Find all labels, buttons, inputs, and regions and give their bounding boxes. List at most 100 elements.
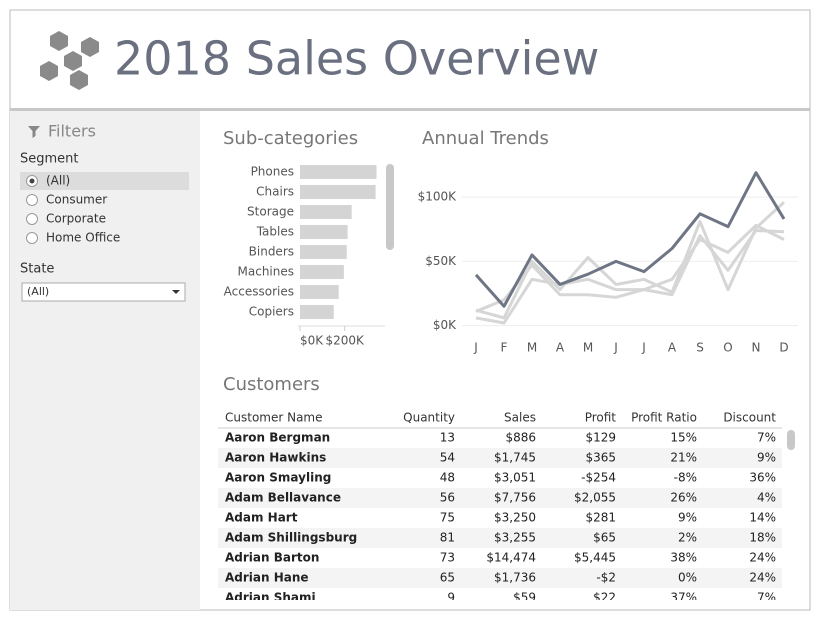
customer-name: Aaron Bergman [225,431,330,445]
radio[interactable] [26,232,38,244]
x-tick-label: M [527,341,537,355]
category-label: Phones [251,165,294,179]
bar [300,205,352,219]
column-header: Profit Ratio [631,411,697,425]
category-label: Chairs [256,185,294,199]
bar [300,285,339,299]
bar [300,185,376,199]
x-tick-label: J [473,341,478,355]
state-value: (All) [27,285,49,298]
state-label: State [20,262,54,277]
table-cell: 9% [757,451,776,465]
scrollbar [386,164,394,250]
x-tick-label: J [641,341,646,355]
table-cell: 2% [678,531,697,545]
radio-dot [29,178,35,184]
table-cell: 73 [440,551,455,565]
bar [300,225,348,239]
table-cell: 18% [749,531,776,545]
category-label: Storage [247,205,294,219]
dropdown-arrow [172,290,180,294]
scrollbar [787,430,795,450]
table-cell: $2,055 [574,491,616,505]
x-tick-label: F [501,341,508,355]
x-tick-label: J [613,341,618,355]
table-cell: 15% [670,431,697,445]
table-cell: 75 [440,511,455,525]
category-label: Binders [249,245,294,259]
y-tick-label: $100K [418,190,458,204]
category-label: Copiers [249,305,294,319]
table-cell: 9% [678,511,697,525]
table-cell: 26% [670,491,697,505]
table-cell: $7,756 [494,491,536,505]
table-cell: $3,255 [494,531,536,545]
header-divider [10,108,810,111]
bar [300,245,347,259]
table-cell: -8% [674,471,697,485]
filter-icon [28,126,40,138]
table-cell: 21% [670,451,697,465]
column-header: Sales [504,411,536,425]
x-tick-label: $0K [300,334,324,348]
segment-option: (All) [46,174,70,188]
table-cell: 13 [440,431,455,445]
trend-line [475,229,785,313]
column-header: Discount [723,411,776,425]
bar [300,305,334,319]
customer-name: Aaron Smayling [225,471,331,485]
table-cell: 9 [447,591,455,605]
table-cell: 4% [757,491,776,505]
bar [300,265,344,279]
logo [40,31,99,90]
customer-name: Adam Hart [225,511,298,525]
table-cell: $22 [593,591,616,605]
customers-table: Customer Name Quantity Sales Profit Profit R… [218,411,782,605]
customer-name: Adrian Hane [225,571,309,585]
table-cell: -$254 [581,471,616,485]
bar [300,165,377,179]
segment-option: Corporate [46,212,106,226]
table-cell: 48 [440,471,455,485]
x-tick-label: S [696,341,704,355]
table-cell: $65 [593,531,616,545]
table-cell: $3,051 [494,471,536,485]
table-cell: 37% [670,591,697,605]
table-cell: 65 [440,571,455,585]
page-title: 2018 Sales Overview [114,32,599,86]
category-label: Tables [256,225,294,239]
table-cell: $5,445 [574,551,616,565]
table-cell: $1,736 [494,571,536,585]
row-band [218,568,782,588]
sidebar [10,111,200,610]
option-highlight [20,172,189,190]
customer-name: Adam Bellavance [225,491,341,505]
table-cell: 7% [757,431,776,445]
filters-title: Filters [48,122,96,141]
table-cell: $886 [505,431,536,445]
y-tick-label: $50K [425,254,457,268]
table-cell: -$2 [596,571,616,585]
table-cell: 7% [757,591,776,605]
table-cell: 38% [670,551,697,565]
table-cell: 0% [678,571,697,585]
table-cell: $281 [585,511,616,525]
segment-option: Consumer [46,193,107,207]
table-cell: $129 [585,431,616,445]
table-cell: $1,745 [494,451,536,465]
table-cell: 36% [749,471,776,485]
bar-chart-title: Sub-categories [223,128,358,149]
state-dropdown[interactable] [21,282,186,302]
table-cell: $3,250 [494,511,536,525]
x-tick-label: A [556,341,565,355]
table-cell: 56 [440,491,455,505]
table-cell: $59 [513,591,536,605]
line-chart-title: Annual Trends [422,128,549,149]
radio[interactable] [26,194,38,206]
radio[interactable] [26,213,38,225]
column-header: Customer Name [225,411,323,425]
table-cell: 54 [440,451,455,465]
row-band [218,488,782,508]
column-header: Profit [585,411,617,425]
